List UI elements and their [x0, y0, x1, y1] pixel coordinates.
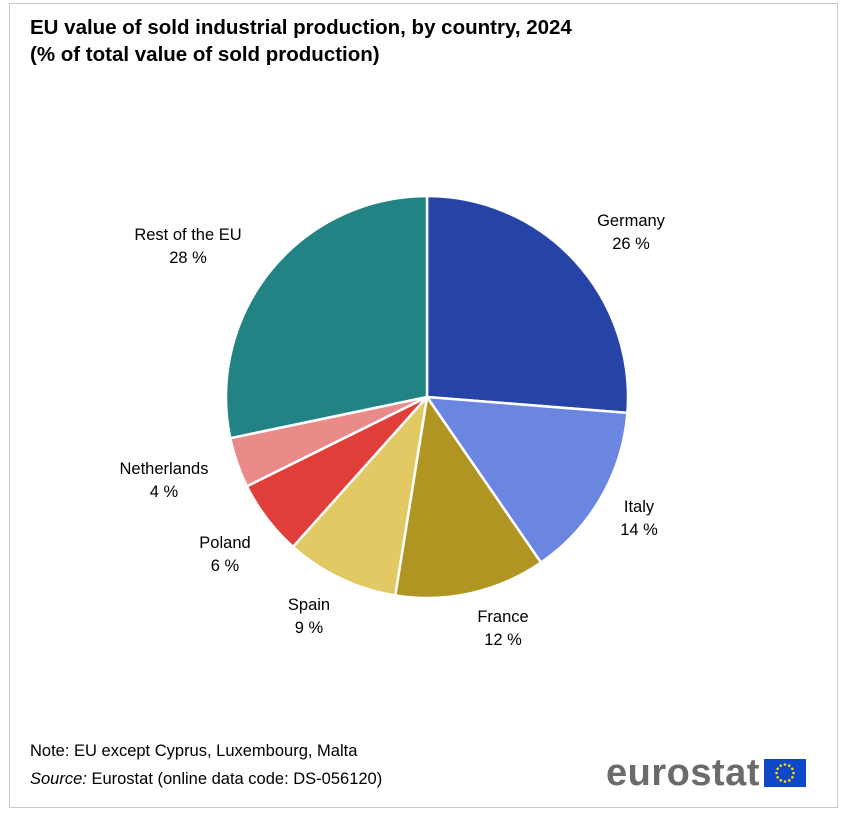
- chart-source: Source: Eurostat (online data code: DS-0…: [30, 770, 382, 789]
- chart-note: Note: EU except Cyprus, Luxembourg, Malt…: [30, 742, 358, 760]
- chart-subtitle: (% of total value of sold production): [30, 43, 380, 66]
- flag-star: [779, 764, 782, 767]
- flag-star: [787, 779, 791, 782]
- slice-name-france: France: [477, 608, 528, 626]
- slice-name-spain: Spain: [288, 596, 330, 614]
- flag-star: [776, 775, 779, 779]
- slice-name-poland: Poland: [199, 534, 250, 552]
- slice-name-rest-of-the-eu: Rest of the EU: [134, 226, 241, 244]
- source-text: Eurostat (online data code: DS-056120): [86, 770, 383, 788]
- pie-slice-italy: [425, 395, 629, 564]
- chart-title: EU value of sold industrial production, …: [30, 14, 572, 68]
- slice-value-spain: 9 %: [295, 619, 324, 637]
- flag-star: [790, 767, 794, 771]
- flag-star: [792, 771, 795, 775]
- flag-star: [776, 767, 779, 771]
- flag-star: [790, 775, 794, 779]
- slice-value-netherlands: 4 %: [150, 483, 179, 501]
- pie-chart: Germany 26 % Italy 14 % France 12 % Spain 9 % Po…: [120, 194, 666, 649]
- flag-star: [783, 780, 787, 783]
- slice-value-germany: 26 %: [612, 235, 650, 253]
- slice-name-netherlands: Netherlands: [120, 460, 209, 478]
- pie-slice-rest-of-the-eu: [224, 194, 429, 440]
- slice-name-italy: Italy: [624, 498, 655, 516]
- slice-value-france: 12 %: [484, 631, 522, 649]
- eurostat-logo: eurostat: [606, 753, 806, 793]
- pie-slice-spain: [291, 395, 429, 597]
- flag-star: [775, 771, 778, 775]
- flag-star: [787, 764, 791, 767]
- flag-star: [783, 763, 787, 766]
- eu-flag-icon: [763, 759, 806, 787]
- pie-slice-germany: [425, 194, 630, 415]
- slice-value-rest-of-the-eu: 28 %: [169, 249, 207, 267]
- source-label: Source:: [30, 770, 87, 788]
- slice-name-germany: Germany: [597, 212, 666, 230]
- chart-title-line1: EU value of sold industrial production, …: [30, 16, 572, 39]
- slice-value-poland: 6 %: [211, 557, 240, 575]
- pie-slice-france: [393, 395, 543, 600]
- slice-value-italy: 14 %: [620, 521, 658, 539]
- flag-star: [779, 779, 782, 782]
- eurostat-wordmark: eurostat: [606, 752, 760, 794]
